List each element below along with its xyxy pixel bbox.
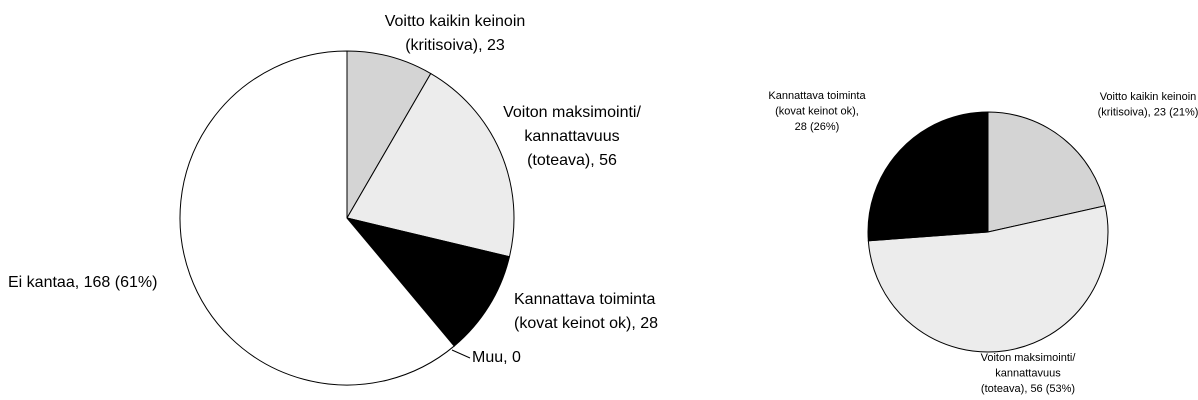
slice-label: Voitto kaikin keinoin: [1100, 91, 1197, 103]
slice-label: Voitto kaikin keinoin: [385, 13, 526, 30]
slice-label: (kovat keinot ok),: [775, 105, 859, 117]
leader-line: [451, 349, 471, 359]
pie-slice: [345, 217, 511, 347]
pie-slice: [987, 111, 1106, 233]
slice-label: Ei kantaa, 168 (61%): [8, 274, 157, 291]
slice-label: Voiton maksimointi/: [503, 104, 641, 121]
slice-label: Kannattava toiminta: [768, 90, 866, 102]
pie-slice: [867, 111, 989, 242]
slice-label: 28 (26%): [795, 121, 840, 133]
pie-slice: [346, 72, 515, 258]
slice-label: (toteava), 56: [527, 152, 617, 169]
slice-label: Kannattava toiminta: [514, 291, 656, 308]
slice-label: kannattavuus: [995, 367, 1061, 379]
slice-label: (kritisoiva), 23: [405, 37, 505, 54]
slice-label: kannattavuus: [524, 128, 619, 145]
pie-slice: [179, 50, 455, 386]
slice-label: Voiton maksimointi/: [981, 352, 1077, 364]
pie-slice: [867, 205, 1109, 353]
slice-label: Muu, 0: [472, 349, 521, 366]
slice-label: (toteava), 56 (53%): [981, 383, 1075, 395]
slice-label: (kovat keinot ok), 28: [514, 315, 658, 332]
slice-label: (kritisoiva), 23 (21%): [1098, 106, 1198, 118]
pie-slice: [346, 50, 432, 220]
